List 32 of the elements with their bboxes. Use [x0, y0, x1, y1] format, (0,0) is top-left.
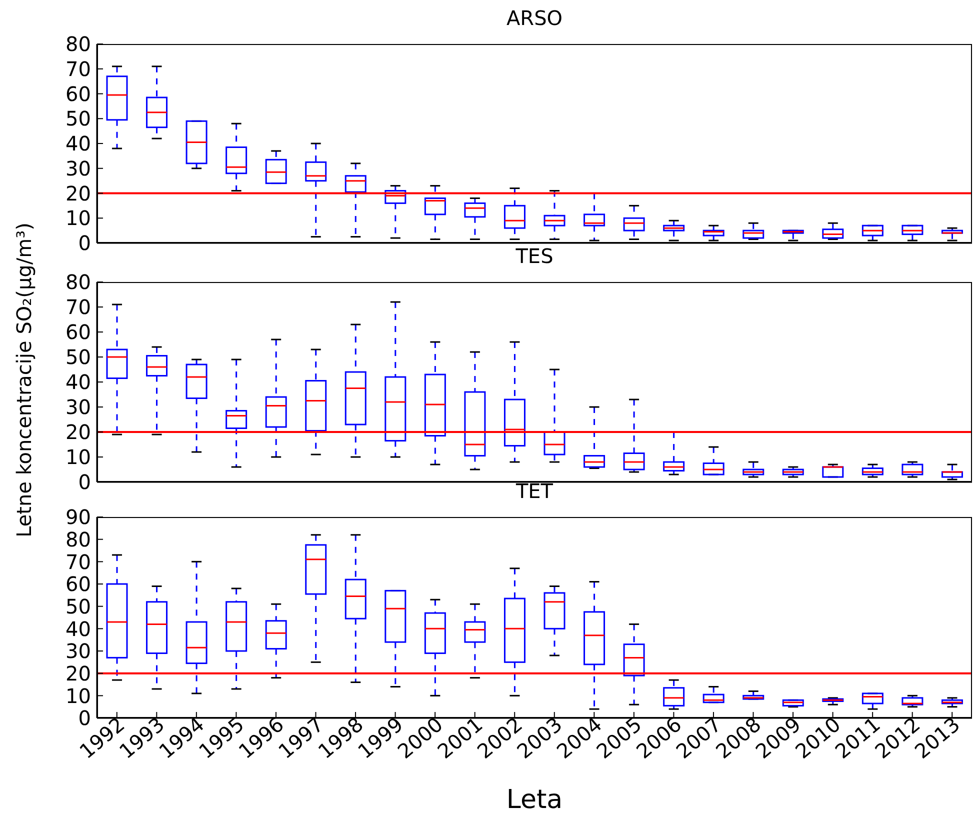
y-tick-label: 80 — [66, 32, 91, 56]
y-tick-label: 20 — [66, 420, 91, 444]
x-axis-title: Leta — [505, 785, 564, 815]
y-tick-label: 20 — [66, 181, 91, 206]
y-tick-label: 90 — [66, 505, 91, 530]
y-tick-label: 10 — [66, 684, 91, 708]
y-tick-label: 50 — [66, 594, 91, 618]
chart-title: TET — [514, 479, 554, 503]
y-tick-label: 30 — [66, 156, 91, 180]
y-tick-label: 40 — [66, 132, 91, 156]
y-tick-label: 70 — [66, 295, 91, 320]
y-tick-label: 30 — [66, 639, 91, 664]
y-tick-label: 40 — [66, 616, 91, 641]
y-tick-label: 70 — [66, 56, 91, 81]
y-tick-label: 0 — [78, 470, 91, 494]
y-tick-label: 60 — [66, 572, 91, 596]
y-tick-label: 70 — [66, 550, 91, 574]
chart-title: TES — [514, 244, 554, 268]
y-tick-label: 50 — [66, 106, 91, 131]
y-tick-label: 40 — [66, 370, 91, 394]
chart-title: ARSO — [505, 6, 564, 30]
y-tick-label: 80 — [66, 527, 91, 552]
y-tick-label: 50 — [66, 345, 91, 370]
y-tick-label: 20 — [66, 661, 91, 686]
y-axis-title: Letne koncentracije SO₂(μg/m³) — [12, 222, 36, 538]
y-tick-label: 60 — [66, 82, 91, 106]
y-tick-label: 10 — [66, 206, 91, 230]
y-tick-label: 0 — [78, 231, 91, 256]
y-tick-label: 80 — [66, 270, 91, 294]
y-tick-label: 10 — [66, 445, 91, 470]
y-tick-label: 30 — [66, 395, 91, 420]
y-tick-label: 60 — [66, 320, 91, 344]
